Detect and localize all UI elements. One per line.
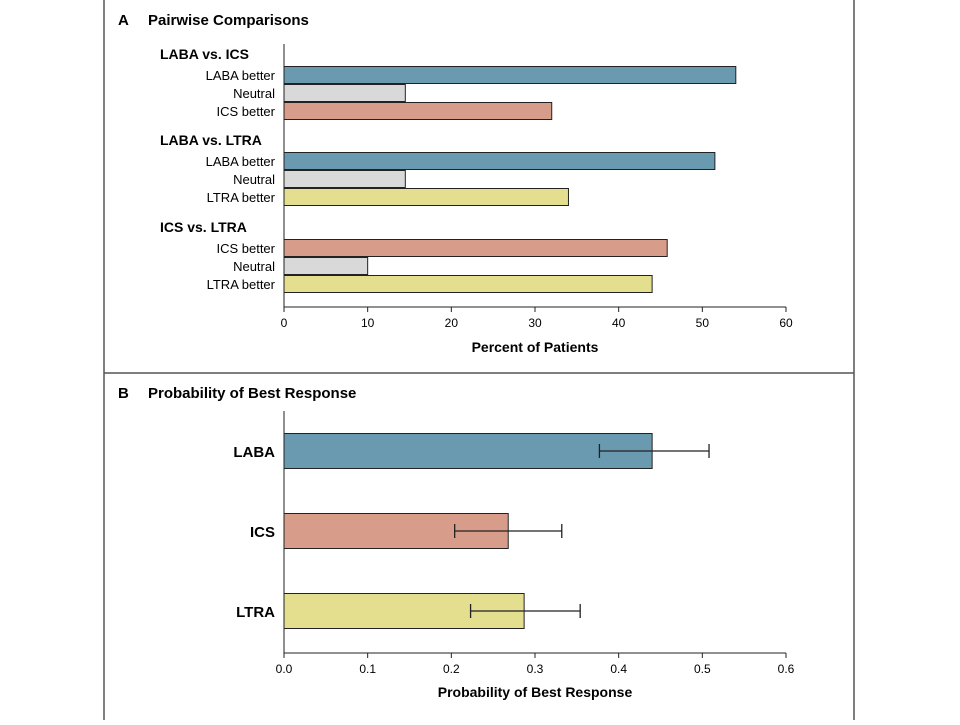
panel-a-letter: A [118,12,129,29]
bar-label: Neutral [233,86,275,101]
group-title: ICS vs. LTRA [160,219,247,235]
x-tick-label: 0.4 [610,662,627,676]
x-tick-label: 0 [281,316,288,330]
bar-label: LTRA better [207,190,276,205]
group-title: LABA vs. LTRA [160,132,262,148]
x-tick-label: 40 [612,316,626,330]
panel-b-letter: B [118,385,129,402]
panel-b-title: Probability of Best Response [148,385,356,402]
bar-label: LABA better [206,154,276,169]
x-tick-label: 0.2 [443,662,460,676]
x-tick-label: 0.6 [778,662,795,676]
panel-a-plot: LABA vs. ICS LABA better Neutral ICS better… [160,44,793,330]
panel-b-xlabel: Probability of Best Response [438,684,633,700]
bar [283,275,653,293]
group-title: LABA vs. ICS [160,46,249,62]
x-tick-label: 30 [528,316,542,330]
bar [283,188,569,206]
bar-label: ICS better [216,104,275,119]
x-tick-label: 0.5 [694,662,711,676]
bar-label: ICS [250,524,275,541]
bar-label: LABA [233,444,275,461]
x-tick-label: 50 [696,316,710,330]
bar-label: Neutral [233,172,275,187]
panel-b-plot: LABA ICS LTRA 0.0 0.1 0.2 0.3 0.4 0.5 0.6 [233,411,795,676]
bar [283,102,553,120]
panel-a-xlabel: Percent of Patients [472,339,599,355]
x-tick-label: 0.0 [276,662,293,676]
bar-label: ICS better [216,241,275,256]
x-tick-label: 0.1 [359,662,376,676]
bar [283,66,737,84]
bar [283,84,406,102]
x-tick-label: 20 [445,316,459,330]
bar-label: LABA better [206,68,276,83]
x-tick-label: 60 [779,316,793,330]
bar-label: LTRA better [207,277,276,292]
bar [283,170,406,188]
bar [283,152,716,170]
bar [283,433,653,469]
bar-label: Neutral [233,259,275,274]
x-tick-label: 10 [361,316,375,330]
x-tick-label: 0.3 [527,662,544,676]
panel-a-title: Pairwise Comparisons [148,12,309,29]
bar-label: LTRA [236,604,275,621]
bar [283,257,369,275]
bar [283,239,668,257]
